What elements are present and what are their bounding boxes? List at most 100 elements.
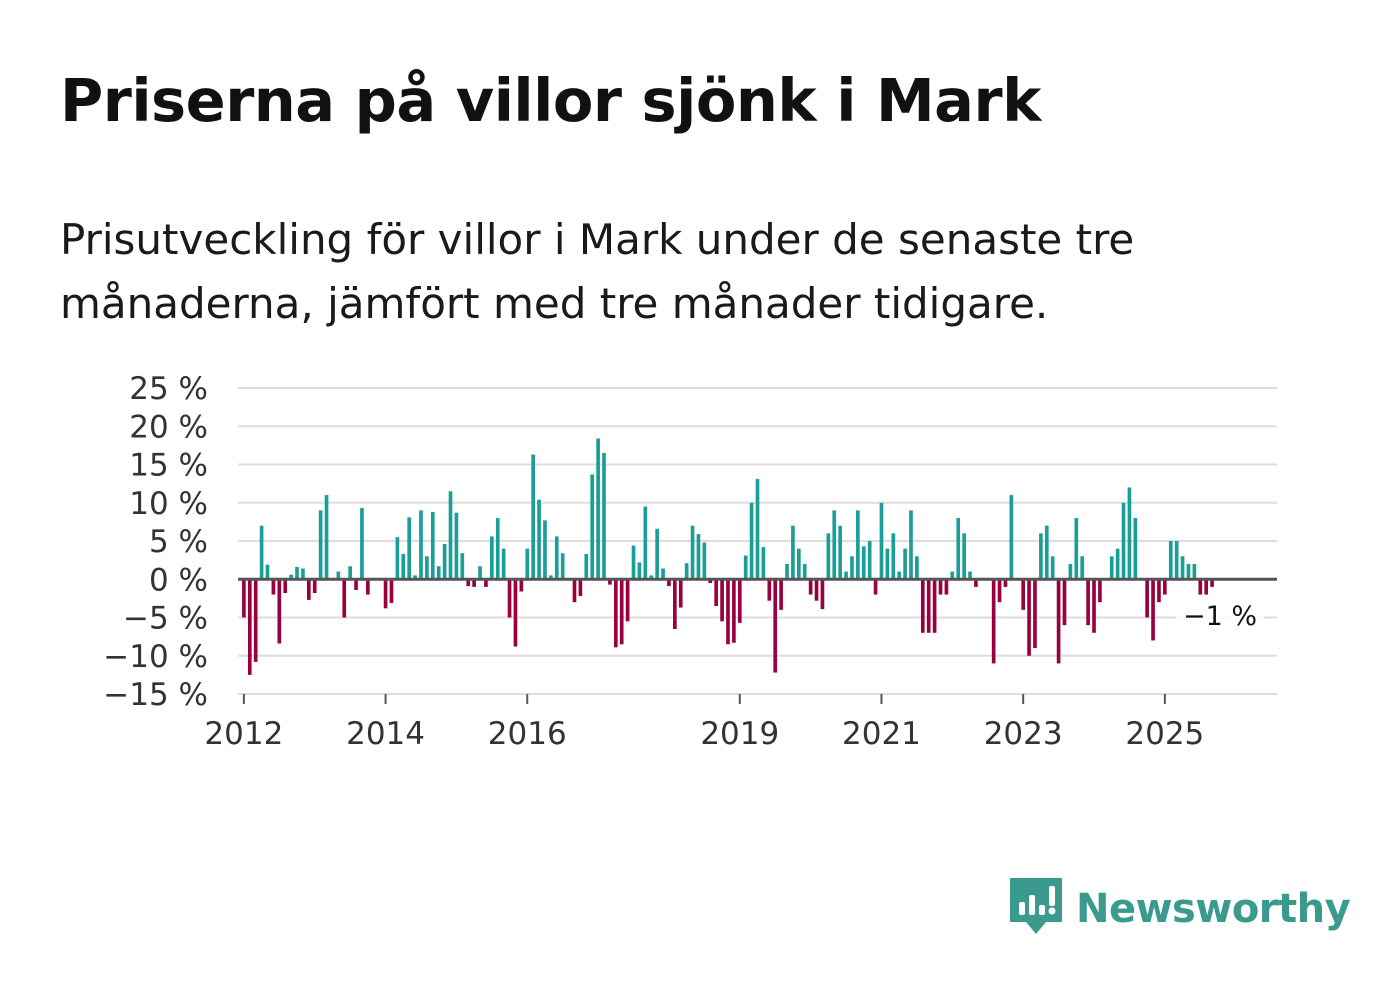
bar: [637, 562, 642, 580]
bar: [956, 518, 961, 580]
bar: [318, 510, 323, 580]
bar: [796, 548, 801, 580]
x-tick-label: 2025: [1125, 716, 1204, 752]
bar: [1115, 548, 1120, 580]
bar: [590, 474, 595, 580]
y-tick-label: −10 %: [103, 639, 208, 675]
bar: [667, 579, 671, 587]
bar: [543, 520, 547, 580]
bar: [708, 579, 713, 584]
bar: [785, 563, 789, 580]
bar: [749, 502, 754, 580]
bar: [324, 495, 329, 580]
bar: [661, 568, 665, 580]
bar: [466, 579, 471, 587]
bar: [1086, 579, 1090, 626]
bar: [643, 506, 648, 580]
bar: [1174, 541, 1179, 580]
bar: [1068, 563, 1073, 580]
bar: [625, 579, 630, 622]
y-tick-label: 10 %: [129, 486, 208, 522]
bar: [360, 508, 364, 580]
bar: [767, 579, 772, 601]
bar: [696, 534, 701, 580]
bar: [962, 533, 966, 580]
bar: [1092, 579, 1096, 633]
bar: [1133, 518, 1138, 580]
bar: [283, 579, 288, 594]
bar: [1044, 525, 1049, 580]
bar: [826, 533, 831, 580]
x-axis-ticks: 2012 2014 2016 2019 2021 2023 2025: [204, 694, 1204, 752]
last-value-annotation: −1 %: [1176, 598, 1265, 633]
bar: [861, 546, 866, 580]
bar: [1109, 556, 1114, 580]
bar: [844, 571, 848, 580]
bar: [1163, 579, 1167, 595]
bar: [909, 510, 913, 580]
bar: [702, 542, 707, 580]
bar: [513, 579, 518, 647]
bar: [761, 547, 766, 580]
bar: [442, 544, 447, 580]
bar: [1027, 579, 1031, 656]
newsworthy-logo: Newsworthy: [1010, 878, 1351, 940]
bar: [549, 575, 553, 580]
bar: [560, 553, 565, 580]
bar: [253, 579, 258, 662]
bar: [631, 545, 636, 580]
bar: [596, 438, 600, 580]
bar: [1186, 563, 1191, 580]
bar: [737, 579, 742, 623]
bar: [755, 479, 760, 580]
y-tick-label: −15 %: [103, 677, 208, 713]
bar: [938, 579, 943, 595]
bar: [802, 563, 807, 580]
bar: [366, 579, 370, 595]
bar: [897, 571, 902, 580]
bar: [678, 579, 683, 608]
x-tick-label: 2016: [488, 716, 567, 752]
y-tick-label: 25 %: [129, 371, 208, 407]
bar: [649, 575, 654, 580]
bar: [531, 454, 535, 580]
bar: [301, 568, 305, 580]
bar: [920, 579, 925, 633]
bar: [407, 517, 412, 580]
bar: [413, 575, 417, 580]
bar: [1127, 487, 1132, 580]
bar: [867, 541, 872, 580]
x-tick-label: 2023: [984, 716, 1063, 752]
bar: [968, 571, 972, 580]
bar: [271, 579, 276, 595]
bar: [655, 528, 659, 580]
y-axis-tick-labels: 25 %20 %15 %10 %5 %0 %−5 %−10 %−15 %: [103, 371, 208, 713]
y-tick-label: 20 %: [129, 409, 208, 445]
bar: [832, 510, 837, 580]
bar: [306, 579, 311, 600]
bar: [856, 510, 860, 580]
bar: [885, 548, 890, 580]
bar: [501, 548, 506, 580]
bar: [873, 579, 878, 595]
bar: [395, 537, 400, 580]
bar: [1056, 579, 1061, 664]
bar: [743, 555, 748, 580]
bar: [478, 566, 482, 580]
bar: [430, 511, 435, 580]
bar: [578, 579, 583, 597]
brand-name: Newsworthy: [1076, 886, 1351, 932]
bar: [448, 491, 453, 580]
bar: [779, 579, 783, 610]
x-tick-label: 2014: [346, 716, 425, 752]
bar: [619, 579, 624, 645]
bar: [820, 579, 825, 610]
bar: [495, 518, 500, 580]
bar: [997, 579, 1002, 603]
y-tick-label: 5 %: [149, 524, 208, 560]
bar: [944, 579, 949, 595]
bar: [879, 502, 884, 580]
bar: [1180, 556, 1185, 580]
bar: [673, 579, 677, 629]
bar: [1080, 556, 1085, 580]
